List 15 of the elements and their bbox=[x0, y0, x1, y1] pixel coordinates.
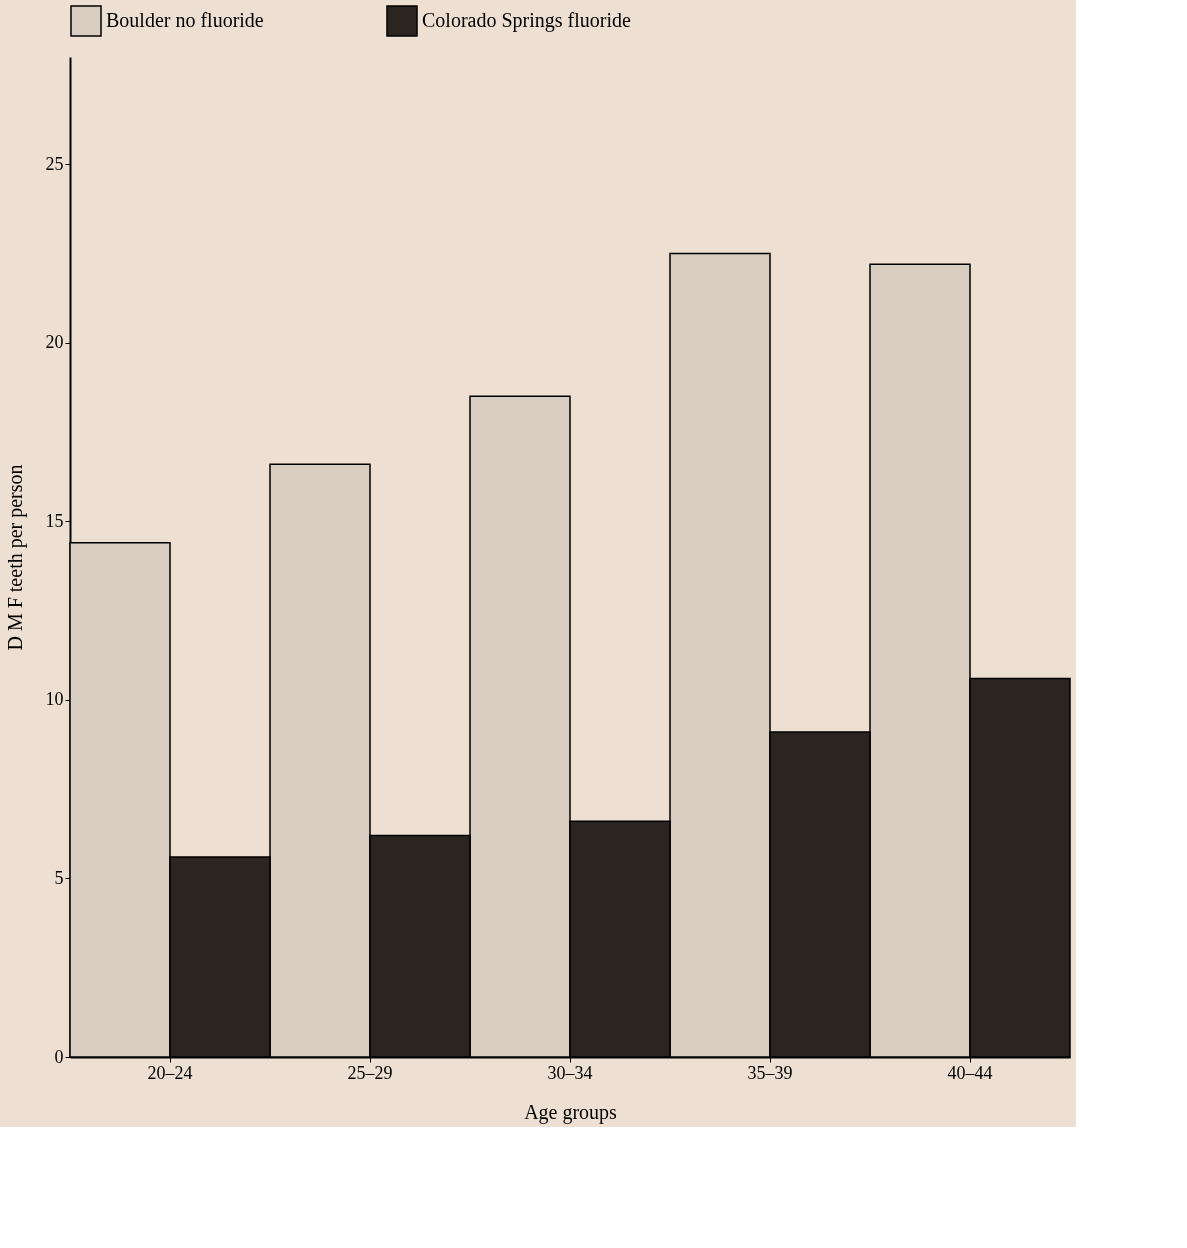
legend-label: Colorado Springs fluoride bbox=[422, 9, 631, 32]
y-tick-label: 10 bbox=[45, 689, 64, 710]
x-tick-label: 35–39 bbox=[747, 1062, 793, 1083]
y-tick-label: 5 bbox=[54, 867, 64, 888]
y-tick-label: 15 bbox=[45, 510, 64, 531]
x-tick-label: 25–29 bbox=[347, 1062, 393, 1083]
x-tick-label: 30–34 bbox=[547, 1062, 593, 1083]
x-tick-label: 20–24 bbox=[147, 1062, 193, 1083]
x-axis-title: Age groups bbox=[524, 1100, 618, 1124]
x-tick-label: 40–44 bbox=[947, 1062, 993, 1083]
legend-label: Boulder no fluoride bbox=[106, 9, 264, 31]
y-axis-title: D M F teeth per person bbox=[3, 464, 27, 651]
y-tick-label: 25 bbox=[45, 153, 64, 174]
y-tick-label: 20 bbox=[45, 332, 64, 353]
y-tick-label: 0 bbox=[54, 1046, 64, 1067]
